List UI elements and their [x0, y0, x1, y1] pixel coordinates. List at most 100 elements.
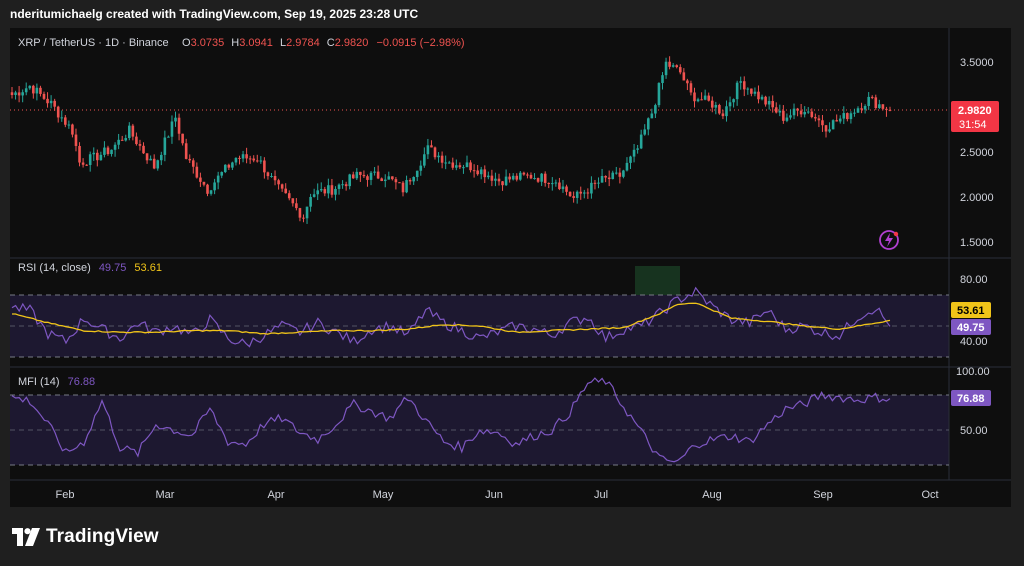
candle-body [604, 175, 607, 178]
countdown-value: 31:54 [959, 119, 987, 131]
candle-body [53, 100, 56, 107]
rsi-axis-tick: 80.00 [960, 274, 988, 286]
candle-body [540, 173, 543, 182]
candle-body [359, 171, 362, 175]
candle-body [874, 97, 878, 109]
candle-body [206, 184, 209, 194]
candle-body [565, 186, 568, 192]
candle-body [263, 160, 266, 173]
high-value: 3.0941 [239, 37, 273, 49]
candle-body [856, 108, 860, 113]
candle-body [863, 105, 867, 110]
close-value: 2.9820 [335, 37, 369, 49]
candle-body [504, 176, 508, 186]
candle-body [806, 111, 810, 113]
candle-body [810, 111, 814, 118]
candle-body [586, 192, 590, 194]
candle-body [750, 88, 753, 94]
candle-body [156, 160, 160, 169]
candle-body [721, 113, 725, 117]
candle-body [497, 178, 501, 182]
rsi-ma-legend-value: 53.61 [134, 262, 162, 274]
candle-body [398, 182, 401, 184]
tradingview-logo[interactable]: TradingView [12, 526, 159, 548]
candle-body [725, 106, 728, 117]
mfi-badge [951, 390, 991, 406]
candle-body [675, 65, 679, 68]
candle-body [380, 178, 383, 182]
time-label: May [373, 489, 394, 501]
low-label: L [280, 37, 286, 49]
candle-body [693, 92, 696, 102]
candle-body [774, 107, 778, 113]
candle-body [259, 160, 263, 162]
candle-body [639, 134, 643, 149]
candle-body [561, 186, 565, 190]
candle-body [607, 177, 611, 180]
time-label: Feb [56, 489, 75, 501]
chart-frame[interactable]: XRP / TetherUS · 1D · Binance O3.0735 H3… [10, 28, 1011, 507]
candle-body [760, 96, 764, 100]
candle-body [551, 183, 554, 185]
candle-body [401, 182, 405, 193]
candle-body [519, 172, 522, 180]
candle-body [309, 196, 312, 207]
candle-body [465, 162, 469, 168]
candle-body [522, 172, 526, 175]
candle-body [426, 145, 430, 155]
candle-body [405, 180, 408, 193]
candle-body [511, 175, 515, 180]
candle-body [593, 182, 597, 184]
candle-body [771, 100, 774, 108]
candle-body [828, 129, 831, 132]
candle-body [291, 198, 295, 204]
candle-body [252, 158, 256, 161]
candle-body [597, 182, 600, 184]
time-label: Jun [485, 489, 503, 501]
candle-body [458, 165, 462, 168]
candle-body [362, 174, 366, 177]
header-bar: nderitumichaelg created with TradingView… [0, 0, 1024, 28]
candle-body [355, 171, 359, 179]
candle-body [579, 191, 583, 194]
candle-body [376, 171, 380, 179]
candle-body [56, 106, 60, 118]
candle-body [792, 108, 796, 116]
candle-body [344, 184, 348, 187]
candle-body [152, 158, 156, 169]
chart-canvas[interactable]: XRP / TetherUS · 1D · Binance O3.0735 H3… [10, 28, 1011, 507]
rsi-line [11, 286, 891, 348]
candle-body [515, 175, 519, 180]
candle-body [710, 100, 714, 108]
time-label: Mar [156, 489, 175, 501]
mfi-axis-tick: 100.00 [956, 366, 990, 378]
candle-body [433, 147, 437, 158]
candle-body [277, 180, 280, 185]
candle-body [707, 95, 711, 101]
candle-body [231, 162, 234, 168]
last-price-value: 2.9820 [958, 105, 992, 117]
candle-body [142, 145, 145, 154]
candle-body [188, 158, 192, 161]
candle-body [24, 88, 28, 93]
candle-body [437, 155, 440, 158]
candle-body [419, 165, 423, 171]
candle-body [39, 87, 42, 94]
candle-body [28, 85, 32, 89]
candle-body [415, 170, 419, 178]
mfi-badge-value: 76.88 [957, 393, 985, 405]
candle-body [245, 154, 248, 159]
candle-body [327, 185, 330, 194]
rsi-title: RSI (14, close) [18, 262, 91, 274]
candle-body [174, 117, 177, 122]
candle-body [312, 194, 316, 197]
alert-bolt-icon[interactable] [879, 230, 899, 250]
high-label: H [231, 37, 239, 49]
candle-body [611, 172, 615, 180]
candle-body [334, 188, 337, 195]
time-label: Apr [267, 489, 284, 501]
candle-body [46, 98, 49, 104]
candle-body [209, 190, 213, 194]
candle-body [490, 175, 494, 181]
candle-body [131, 125, 135, 137]
